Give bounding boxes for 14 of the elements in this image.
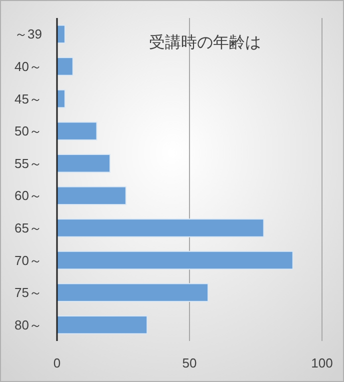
x-tick-label: 50 [182, 356, 197, 370]
y-tick-label: 65～ [14, 220, 42, 236]
y-tick-label: 70～ [14, 252, 42, 268]
y-tick-label: 50～ [14, 124, 42, 139]
x-tick-label: 100 [311, 356, 333, 370]
y-tick-label: 60～ [14, 188, 42, 204]
y-tick-label: ～39 [14, 26, 42, 42]
y-tick-label: 45～ [14, 91, 42, 106]
x-tick-label: 0 [53, 356, 61, 370]
y-tick-label: 40～ [14, 58, 42, 74]
y-tick-label: 75～ [14, 285, 42, 300]
text: 受講時の年齢は [149, 34, 261, 52]
y-tick-label: 80～ [14, 317, 42, 332]
y-tick-label: 55～ [14, 156, 42, 171]
